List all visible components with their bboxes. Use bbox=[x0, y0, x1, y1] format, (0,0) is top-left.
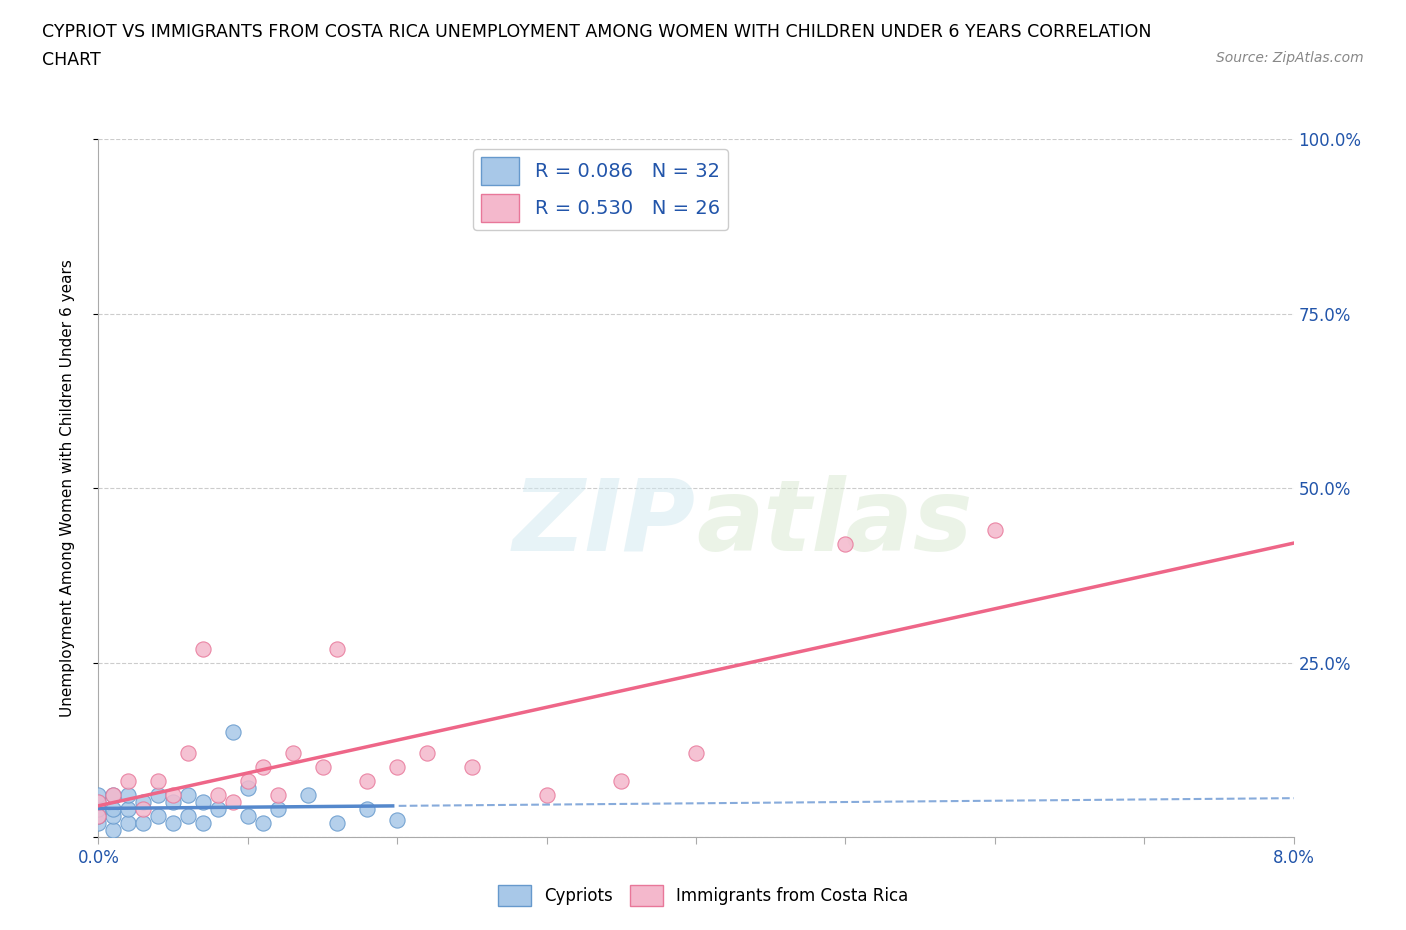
Point bbox=[177, 746, 200, 761]
Point bbox=[162, 788, 184, 803]
Point bbox=[117, 788, 139, 803]
Point bbox=[207, 788, 229, 803]
Point bbox=[148, 788, 170, 803]
Point bbox=[326, 642, 349, 657]
Point bbox=[834, 537, 856, 551]
Point bbox=[222, 725, 245, 740]
Point bbox=[177, 788, 200, 803]
Point bbox=[162, 816, 184, 830]
Legend: Cypriots, Immigrants from Costa Rica: Cypriots, Immigrants from Costa Rica bbox=[491, 879, 915, 912]
Point bbox=[610, 774, 633, 789]
Point bbox=[87, 816, 110, 830]
Point bbox=[356, 774, 378, 789]
Point bbox=[385, 760, 409, 775]
Point bbox=[177, 809, 200, 824]
Point bbox=[326, 816, 349, 830]
Point bbox=[236, 774, 259, 789]
Text: ZIP: ZIP bbox=[513, 474, 696, 572]
Text: CYPRIOT VS IMMIGRANTS FROM COSTA RICA UNEMPLOYMENT AMONG WOMEN WITH CHILDREN UND: CYPRIOT VS IMMIGRANTS FROM COSTA RICA UN… bbox=[42, 23, 1152, 41]
Point bbox=[103, 823, 125, 838]
Point bbox=[311, 760, 333, 775]
Point bbox=[103, 809, 125, 824]
Point bbox=[236, 781, 259, 796]
Point bbox=[252, 760, 274, 775]
Point bbox=[297, 788, 319, 803]
Point bbox=[132, 816, 155, 830]
Point bbox=[356, 802, 378, 817]
Point bbox=[461, 760, 484, 775]
Point bbox=[87, 788, 110, 803]
Point bbox=[685, 746, 707, 761]
Legend: R = 0.086   N = 32, R = 0.530   N = 26: R = 0.086 N = 32, R = 0.530 N = 26 bbox=[472, 149, 728, 230]
Text: Source: ZipAtlas.com: Source: ZipAtlas.com bbox=[1216, 51, 1364, 65]
Point bbox=[103, 802, 125, 817]
Point bbox=[148, 774, 170, 789]
Point bbox=[87, 794, 110, 809]
Point bbox=[536, 788, 558, 803]
Point bbox=[87, 794, 110, 809]
Point bbox=[162, 794, 184, 809]
Point bbox=[191, 816, 214, 830]
Y-axis label: Unemployment Among Women with Children Under 6 years: Unemployment Among Women with Children U… bbox=[60, 259, 75, 717]
Point bbox=[117, 802, 139, 817]
Point bbox=[983, 523, 1005, 538]
Text: CHART: CHART bbox=[42, 51, 101, 69]
Point bbox=[252, 816, 274, 830]
Point bbox=[416, 746, 439, 761]
Point bbox=[117, 774, 139, 789]
Point bbox=[103, 788, 125, 803]
Point bbox=[132, 794, 155, 809]
Point bbox=[103, 788, 125, 803]
Point bbox=[87, 809, 110, 824]
Point bbox=[148, 809, 170, 824]
Point bbox=[87, 802, 110, 817]
Point bbox=[267, 802, 290, 817]
Point bbox=[117, 816, 139, 830]
Point bbox=[236, 809, 259, 824]
Point bbox=[281, 746, 304, 761]
Point bbox=[267, 788, 290, 803]
Point bbox=[222, 794, 245, 809]
Point bbox=[207, 802, 229, 817]
Point bbox=[132, 802, 155, 817]
Point bbox=[385, 812, 409, 827]
Text: atlas: atlas bbox=[696, 474, 973, 572]
Point bbox=[191, 794, 214, 809]
Point bbox=[87, 809, 110, 824]
Point bbox=[191, 642, 214, 657]
